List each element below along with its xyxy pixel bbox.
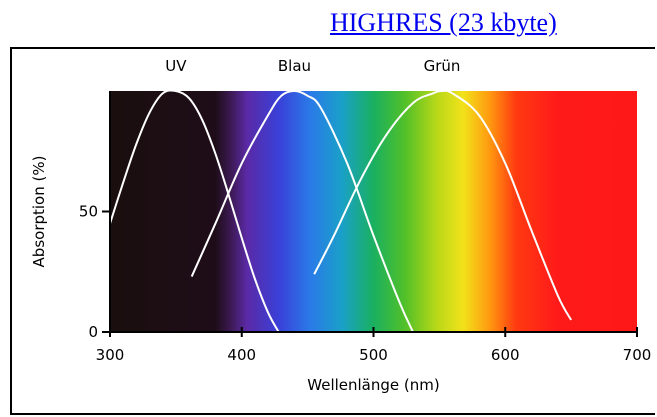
x-tick-label: 400 (227, 346, 256, 364)
curve-uv (109, 89, 280, 333)
curve-blau (190, 89, 414, 333)
x-tick-label: 300 (96, 346, 125, 364)
curve-grün (313, 89, 573, 321)
x-tick-label: 600 (491, 346, 520, 364)
series-label-2: Grün (424, 57, 461, 75)
absorption-chart: 300 400 500 600 700 0 50 Wellenlänge (nm) Absorp… (30, 57, 652, 394)
y-axis-label: Absorption (%) (30, 156, 48, 268)
y-tick-label: 50 (79, 203, 98, 221)
y-tick-label: 0 (88, 323, 98, 341)
x-tick-label: 700 (623, 346, 652, 364)
series-label-0: UV (165, 57, 187, 75)
series-label-1: Blau (278, 57, 311, 75)
x-tick-label: 500 (359, 346, 388, 364)
highres-link[interactable]: HIGHRES (23 kbyte) (330, 8, 557, 37)
x-axis-label: Wellenlänge (nm) (307, 376, 439, 394)
spectrum-figure: 300 400 500 600 700 0 50 Wellenlänge (nm) Absorp… (10, 47, 655, 415)
spectrum-background (110, 91, 637, 332)
